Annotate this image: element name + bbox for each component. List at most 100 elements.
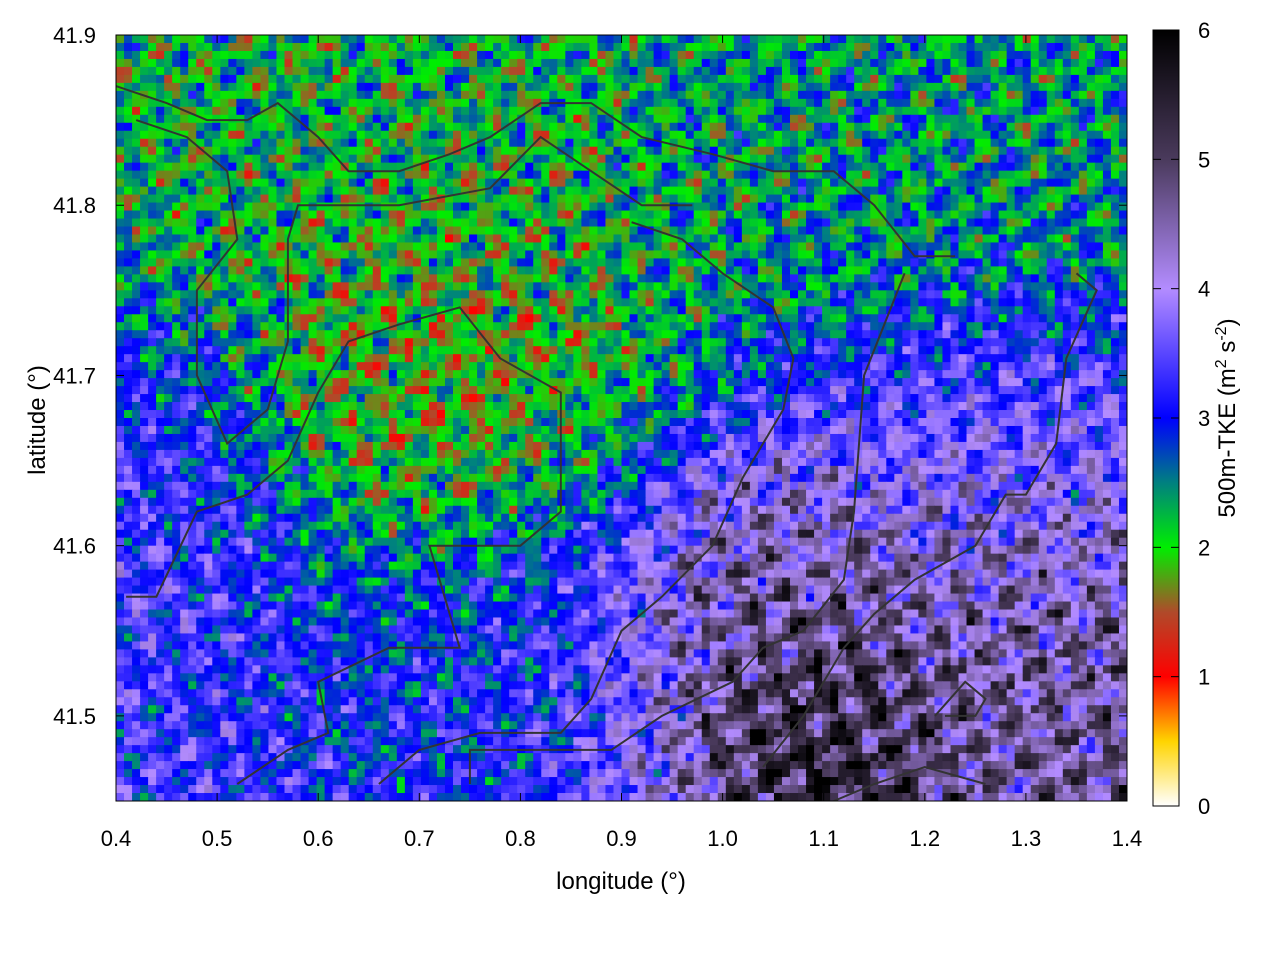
heatmap-cell	[364, 306, 374, 315]
heatmap-cell	[501, 66, 510, 76]
heatmap-cell	[926, 178, 936, 188]
heatmap-cell	[396, 122, 406, 132]
heatmap-cell	[749, 42, 759, 52]
heatmap-cell	[1022, 90, 1032, 100]
heatmap-cell	[605, 146, 615, 156]
heatmap-cell	[870, 218, 879, 228]
heatmap-cell	[260, 35, 270, 44]
heatmap-cell	[926, 306, 936, 315]
heatmap-cell	[565, 290, 574, 299]
heatmap-cell	[1086, 314, 1096, 323]
heatmap-cell	[1014, 290, 1024, 299]
heatmap-cell	[517, 138, 526, 148]
heatmap-cell	[749, 98, 759, 108]
heatmap-cell	[565, 330, 574, 339]
heatmap-cell	[709, 42, 719, 52]
heatmap-cell	[613, 234, 623, 244]
heatmap-cell	[1070, 306, 1080, 315]
heatmap-cell	[461, 258, 470, 267]
heatmap-cell	[396, 322, 406, 331]
heatmap-cell	[436, 274, 446, 283]
heatmap-cell	[252, 66, 262, 76]
heatmap-cell	[685, 138, 695, 148]
heatmap-cell	[974, 242, 984, 252]
heatmap-cell	[958, 282, 968, 291]
heatmap-cell	[372, 210, 382, 220]
heatmap-cell	[525, 290, 534, 299]
heatmap-cell	[637, 178, 647, 188]
heatmap-cell	[1086, 290, 1096, 299]
heatmap-cell	[597, 274, 607, 283]
heatmap-cell	[453, 258, 462, 267]
heatmap-cell	[565, 82, 574, 92]
heatmap-cell	[517, 226, 526, 236]
heatmap-cell	[781, 322, 791, 331]
heatmap-cell	[942, 170, 952, 180]
heatmap-cell	[308, 234, 318, 244]
heatmap-cell	[798, 314, 807, 323]
heatmap-cell	[765, 42, 775, 52]
heatmap-cell	[918, 66, 927, 76]
heatmap-cell	[212, 122, 221, 132]
heatmap-cell	[1014, 42, 1024, 52]
heatmap-cell	[790, 314, 799, 323]
heatmap-cell	[998, 122, 1008, 132]
heatmap-cell	[252, 170, 262, 180]
heatmap-cell	[597, 282, 607, 291]
heatmap-cell	[814, 50, 823, 60]
heatmap-cell	[653, 106, 663, 116]
heatmap-cell	[541, 258, 550, 267]
heatmap-cell	[990, 274, 1000, 283]
heatmap-cell	[1070, 338, 1080, 347]
heatmap-cell	[741, 106, 751, 116]
heatmap-cell	[573, 138, 582, 148]
heatmap-cell	[453, 66, 462, 76]
heatmap-cell	[669, 66, 679, 76]
heatmap-cell	[412, 90, 422, 100]
heatmap-cell	[356, 298, 366, 307]
heatmap-cell	[204, 266, 213, 275]
heatmap-cell	[148, 282, 157, 291]
heatmap-cell	[717, 202, 727, 212]
heatmap-cell	[493, 266, 502, 275]
heatmap-cell	[1102, 138, 1112, 148]
heatmap-cell	[1046, 234, 1056, 244]
heatmap-cell	[477, 82, 486, 92]
heatmap-cell	[798, 66, 807, 76]
heatmap-cell	[525, 234, 534, 244]
heatmap-cell	[260, 194, 270, 204]
heatmap-cell	[1062, 130, 1072, 140]
heatmap-cell	[693, 306, 703, 315]
heatmap-cell	[998, 186, 1008, 196]
heatmap-cell	[870, 250, 879, 260]
heatmap-cell	[1022, 258, 1032, 267]
heatmap-cell	[188, 42, 197, 52]
heatmap-cell	[998, 66, 1008, 76]
heatmap-cell	[669, 282, 679, 291]
heatmap-cell	[260, 114, 270, 124]
heatmap-cell	[252, 306, 262, 315]
heatmap-cell	[781, 202, 791, 212]
heatmap-cell	[709, 274, 719, 283]
heatmap-cell	[838, 90, 847, 100]
heatmap-cell	[830, 194, 839, 204]
heatmap-cell	[573, 258, 582, 267]
heatmap-cell	[541, 66, 550, 76]
heatmap-cell	[1110, 130, 1120, 140]
heatmap-cell	[364, 186, 374, 196]
heatmap-cell	[918, 218, 927, 228]
heatmap-cell	[220, 122, 229, 132]
heatmap-cell	[268, 210, 278, 220]
heatmap-cell	[645, 258, 655, 267]
heatmap-cell	[765, 170, 775, 180]
heatmap-cell	[541, 42, 550, 52]
heatmap-cell	[701, 50, 711, 60]
heatmap-cell	[701, 35, 711, 44]
heatmap-cell	[493, 242, 502, 252]
heatmap-cell	[701, 130, 711, 140]
heatmap-cell	[348, 290, 358, 299]
heatmap-cell	[1046, 162, 1056, 172]
heatmap-cell	[356, 162, 366, 172]
heatmap-cell	[854, 130, 863, 140]
heatmap-cell	[733, 234, 743, 244]
